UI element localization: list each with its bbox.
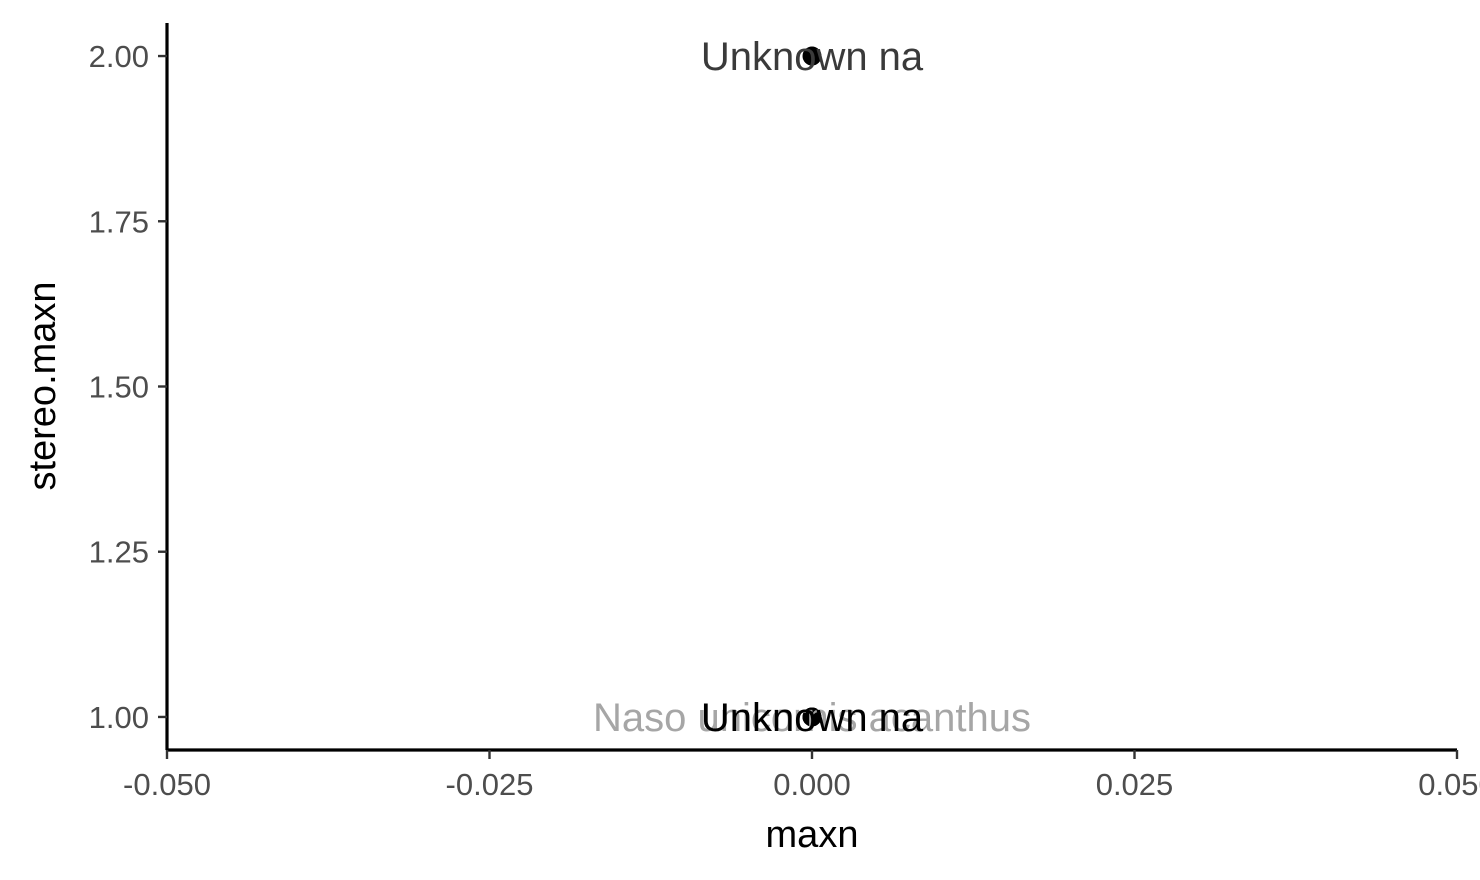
points-layer	[802, 46, 822, 727]
x-tick-label: -0.025	[446, 767, 534, 802]
data-point	[802, 46, 822, 66]
x-axis: -0.050 -0.025 0.000 0.025 0.050	[123, 748, 1480, 802]
point-label: Unknown na	[701, 696, 924, 740]
x-tick-label: -0.050	[123, 767, 211, 802]
y-tick-label: 1.75	[89, 204, 149, 239]
x-tick-label: 0.025	[1096, 767, 1174, 802]
y-tick-label: 1.00	[89, 700, 149, 735]
y-tick-label: 1.25	[89, 535, 149, 570]
y-tick-label: 1.50	[89, 370, 149, 405]
data-point	[802, 707, 822, 727]
x-tick-label: 0.000	[773, 767, 851, 802]
x-axis-title: maxn	[766, 814, 859, 856]
x-tick-label: 0.050	[1418, 767, 1480, 802]
y-axis: 1.00 1.25 1.50 1.75 2.00	[89, 23, 169, 750]
y-axis-title: stereo.maxn	[22, 281, 64, 490]
point-label: Naso unicornis acanthus	[593, 696, 1031, 740]
y-tick-label: 2.00	[89, 39, 149, 74]
point-label: Unknown na	[701, 35, 924, 79]
